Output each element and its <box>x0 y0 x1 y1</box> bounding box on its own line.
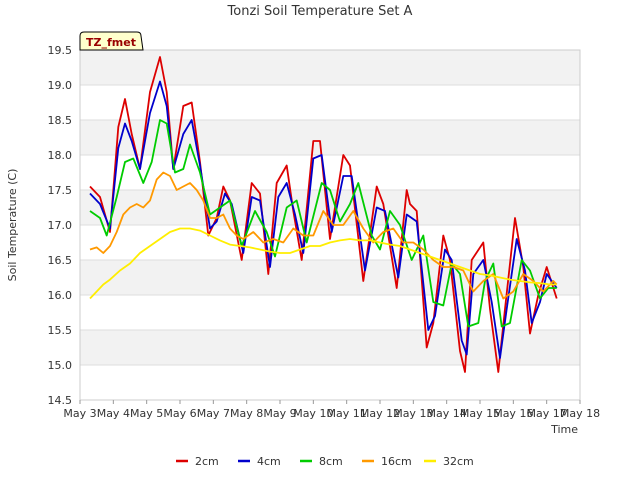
x-axis-label: Time <box>550 423 578 436</box>
series-lines <box>89 56 558 373</box>
series-line-2cm <box>89 56 558 373</box>
y-tick-label: 18.0 <box>48 149 73 162</box>
x-tick-label: May 15 <box>460 407 500 420</box>
x-tick-label: May 13 <box>393 407 433 420</box>
legend: 2cm 4cm 8cm 16cm 32cm <box>176 455 474 468</box>
x-tick-label: May 18 <box>560 407 600 420</box>
y-axis-ticks: 14.5 15.0 15.5 16.0 16.5 17.0 17.5 18.0 18.5 19.0… <box>48 44 73 407</box>
x-tick-label: May 3 <box>63 407 96 420</box>
x-tick-label: May 4 <box>97 407 130 420</box>
legend-label-8cm: 8cm <box>319 455 343 468</box>
y-tick-label: 17.0 <box>48 219 73 232</box>
background-band <box>80 85 580 120</box>
background-band <box>80 120 580 155</box>
legend-label-2cm: 2cm <box>195 455 219 468</box>
background-band <box>80 295 580 330</box>
background-band <box>80 365 580 400</box>
annotation-label: TZ_fmet <box>86 36 136 49</box>
y-tick-label: 18.5 <box>48 114 73 127</box>
y-tick-label: 15.0 <box>48 359 73 372</box>
legend-label-32cm: 32cm <box>443 455 474 468</box>
series-line-32cm <box>89 227 557 300</box>
x-tick-label: May 11 <box>327 407 367 420</box>
series-line-16cm <box>89 171 558 300</box>
background-band <box>80 330 580 365</box>
x-tick-label: May 14 <box>427 407 467 420</box>
chart-title: Tonzi Soil Temperature Set A <box>227 4 413 19</box>
x-tick-label: May 9 <box>263 407 296 420</box>
y-tick-label: 19.5 <box>48 44 73 57</box>
y-axis-label: Soil Temperature (C) <box>6 169 19 282</box>
x-tick-label: May 8 <box>230 407 263 420</box>
background-band <box>80 50 580 85</box>
x-tick-label: May 12 <box>360 407 400 420</box>
y-tick-label: 15.5 <box>48 324 73 337</box>
y-tick-label: 16.0 <box>48 289 73 302</box>
series-line-4cm <box>89 80 558 359</box>
legend-label-16cm: 16cm <box>381 455 412 468</box>
x-tick-label: May 16 <box>493 407 533 420</box>
y-tick-label: 17.5 <box>48 184 73 197</box>
plot-frame <box>79 49 581 401</box>
x-tick-label: May 10 <box>293 407 333 420</box>
x-tick-label: May 6 <box>163 407 196 420</box>
series-line-8cm <box>89 119 557 328</box>
y-tick-label: 16.5 <box>48 254 73 267</box>
y-tick-label: 19.0 <box>48 79 73 92</box>
x-tick-label: May 17 <box>527 407 567 420</box>
x-tick-label: May 5 <box>130 407 163 420</box>
background-band <box>80 260 580 295</box>
y-tick-label: 14.5 <box>48 394 73 407</box>
legend-label-4cm: 4cm <box>257 455 281 468</box>
annotation-box: TZ_fmet <box>79 31 144 51</box>
x-tick-label: May 7 <box>197 407 230 420</box>
